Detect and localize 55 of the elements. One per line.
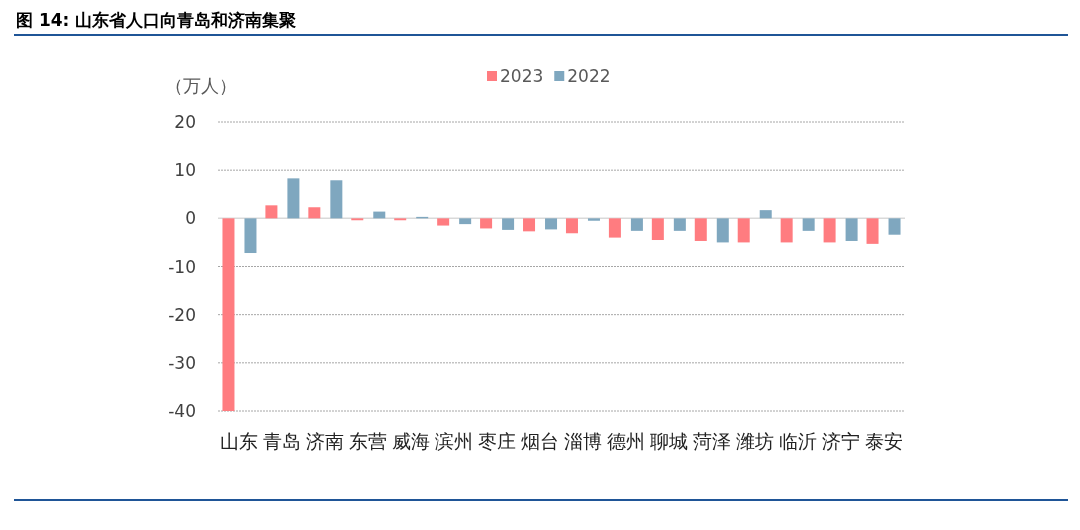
legend-label: 2023: [500, 66, 544, 86]
bar: [630, 218, 643, 231]
x-tick-label: 潍坊: [735, 430, 774, 452]
y-tick-label: 0: [185, 208, 196, 229]
bar: [287, 178, 300, 219]
bar: [545, 218, 558, 230]
y-tick-label: -40: [168, 401, 196, 421]
x-tick-label: 滨州: [435, 430, 474, 452]
bar: [737, 218, 750, 243]
x-tick-label: 德州: [606, 430, 645, 452]
y-tick-label: 20: [174, 112, 196, 132]
x-tick-label: 东营: [349, 430, 388, 452]
bar: [565, 218, 578, 234]
bar: [823, 218, 836, 243]
x-tick-label: 枣庄: [478, 430, 517, 452]
bar: [265, 205, 278, 219]
y-tick-label: -10: [168, 256, 196, 277]
bar: [780, 218, 793, 243]
bar: [802, 218, 815, 231]
bar: [222, 218, 235, 411]
bar: [673, 218, 686, 231]
y-tick-label: 10: [174, 160, 196, 181]
x-tick-label: 济南: [306, 430, 345, 452]
x-tick-label: 淄博: [563, 430, 602, 452]
bar: [437, 218, 450, 226]
x-tick-label: 聊城: [649, 430, 688, 452]
chart-title: 图 14: 山东省人口向青岛和济南集聚: [16, 10, 297, 30]
bar: [888, 218, 901, 235]
bar: [651, 218, 664, 241]
x-tick-label: 济宁: [821, 430, 860, 452]
bar: [716, 218, 729, 243]
bar: [587, 218, 600, 221]
legend-label: 2022: [567, 66, 611, 86]
y-axis-title: （万人）: [165, 75, 237, 96]
bar: [759, 210, 772, 219]
bar: [459, 218, 472, 225]
x-tick-label: 威海: [392, 430, 431, 452]
bar: [694, 218, 707, 241]
bar: [608, 218, 621, 238]
bar: [866, 218, 879, 244]
y-tick-label: -30: [168, 352, 196, 373]
bar: [308, 207, 321, 219]
y-tick-label: -20: [168, 304, 196, 325]
x-tick-label: 烟台: [521, 430, 560, 452]
bar: [502, 218, 515, 230]
bar: [480, 218, 493, 229]
bar: [330, 180, 343, 219]
x-tick-label: 菏泽: [692, 430, 731, 452]
bar: [523, 218, 536, 232]
x-tick-label: 临沂: [778, 430, 817, 452]
bar: [244, 218, 257, 254]
bar: [845, 218, 858, 241]
x-tick-label: 泰安: [864, 430, 903, 452]
x-tick-label: 山东: [220, 430, 259, 452]
x-tick-label: 青岛: [263, 430, 302, 452]
